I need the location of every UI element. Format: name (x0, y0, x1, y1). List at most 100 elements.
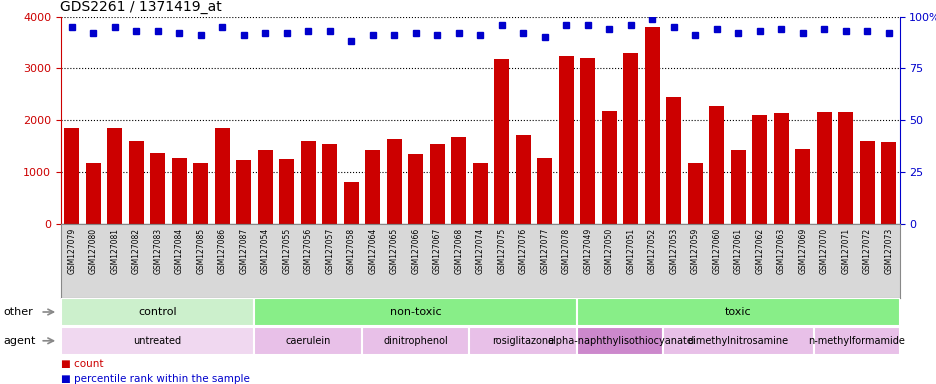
Bar (880, 142, 896, 224)
Text: GSM127070: GSM127070 (819, 228, 827, 274)
Text: GSM127060: GSM127060 (711, 228, 721, 274)
Bar (469, 327, 577, 355)
Bar (687, 163, 702, 224)
Bar (795, 149, 810, 224)
Bar (601, 111, 616, 224)
Bar (752, 115, 767, 224)
Text: GSM127054: GSM127054 (260, 228, 270, 274)
Text: GSM127057: GSM127057 (325, 228, 334, 274)
Text: GSM127079: GSM127079 (67, 228, 76, 274)
Text: GSM127050: GSM127050 (604, 228, 613, 274)
Text: GSM127084: GSM127084 (174, 228, 183, 274)
Text: control: control (139, 307, 177, 317)
Bar (579, 58, 594, 224)
Text: GSM127066: GSM127066 (411, 228, 419, 274)
Text: alpha-naphthylisothiocyanate: alpha-naphthylisothiocyanate (547, 336, 693, 346)
Bar (64, 128, 80, 224)
Text: toxic: toxic (724, 307, 751, 317)
Bar (577, 298, 899, 326)
Bar (85, 163, 100, 224)
Text: GSM127064: GSM127064 (368, 228, 377, 274)
Text: GSM127068: GSM127068 (454, 228, 462, 274)
Text: GSM127078: GSM127078 (561, 228, 570, 274)
Bar (61, 298, 255, 326)
Text: non-toxic: non-toxic (389, 307, 441, 317)
Text: GSM127077: GSM127077 (540, 228, 548, 274)
Text: agent: agent (4, 336, 37, 346)
Bar (322, 144, 337, 224)
Bar (255, 327, 361, 355)
Text: GSM127085: GSM127085 (196, 228, 205, 274)
Bar (255, 298, 577, 326)
Text: other: other (4, 307, 34, 317)
Bar (300, 141, 315, 224)
Text: GSM127052: GSM127052 (647, 228, 656, 274)
Text: rosiglitazone: rosiglitazone (491, 336, 554, 346)
Text: GDS2261 / 1371419_at: GDS2261 / 1371419_at (60, 0, 222, 14)
Text: GSM127075: GSM127075 (497, 228, 505, 274)
Bar (536, 157, 551, 224)
Text: ■ percentile rank within the sample: ■ percentile rank within the sample (61, 374, 250, 384)
Text: GSM127053: GSM127053 (668, 228, 678, 274)
Text: GSM127086: GSM127086 (217, 228, 227, 274)
Text: GSM127049: GSM127049 (582, 228, 592, 274)
Bar (773, 113, 788, 224)
Text: GSM127067: GSM127067 (432, 228, 441, 274)
Text: GSM127081: GSM127081 (110, 228, 119, 273)
Text: GSM127055: GSM127055 (282, 228, 291, 274)
Bar (279, 159, 294, 224)
Text: GSM127087: GSM127087 (239, 228, 248, 274)
Bar (361, 327, 469, 355)
Text: GSM127072: GSM127072 (862, 228, 870, 274)
Bar (515, 135, 530, 224)
Bar (387, 139, 402, 224)
Text: n-methylformamide: n-methylformamide (807, 336, 904, 346)
Text: GSM127056: GSM127056 (303, 228, 313, 274)
Text: GSM127083: GSM127083 (153, 228, 162, 274)
Text: ■ count: ■ count (61, 359, 103, 369)
Bar (365, 150, 380, 224)
Text: GSM127080: GSM127080 (89, 228, 97, 274)
Bar (344, 182, 358, 224)
Bar (430, 144, 445, 224)
Bar (558, 56, 573, 224)
Text: GSM127051: GSM127051 (625, 228, 635, 274)
Bar (663, 327, 812, 355)
Text: GSM127063: GSM127063 (776, 228, 785, 274)
Bar (61, 327, 255, 355)
Bar (472, 163, 488, 224)
Bar (107, 128, 122, 224)
Text: GSM127061: GSM127061 (733, 228, 742, 274)
Bar (622, 53, 637, 224)
Bar (128, 141, 143, 224)
Text: GSM127062: GSM127062 (754, 228, 764, 274)
Bar (408, 154, 423, 224)
Text: dimethylnitrosamine: dimethylnitrosamine (687, 336, 788, 346)
Bar (577, 327, 663, 355)
Bar (214, 128, 229, 224)
Bar (493, 59, 508, 224)
Bar (816, 113, 831, 224)
Text: GSM127059: GSM127059 (690, 228, 699, 274)
Bar (236, 160, 251, 224)
Bar (859, 141, 874, 224)
Text: GSM127069: GSM127069 (797, 228, 807, 274)
Text: caerulein: caerulein (285, 336, 330, 346)
Text: GSM127076: GSM127076 (519, 228, 527, 274)
Bar (193, 163, 208, 224)
Bar (730, 150, 745, 224)
Bar (838, 113, 853, 224)
Bar (709, 106, 724, 224)
Bar (665, 97, 680, 224)
Bar (644, 27, 659, 224)
Text: GSM127073: GSM127073 (884, 228, 892, 274)
Text: untreated: untreated (134, 336, 182, 346)
Text: GSM127058: GSM127058 (346, 228, 356, 274)
Text: GSM127071: GSM127071 (841, 228, 849, 274)
Bar (451, 137, 466, 224)
Bar (150, 153, 165, 224)
Text: GSM127065: GSM127065 (389, 228, 399, 274)
Bar (257, 150, 272, 224)
Text: GSM127074: GSM127074 (475, 228, 484, 274)
Bar (171, 157, 186, 224)
